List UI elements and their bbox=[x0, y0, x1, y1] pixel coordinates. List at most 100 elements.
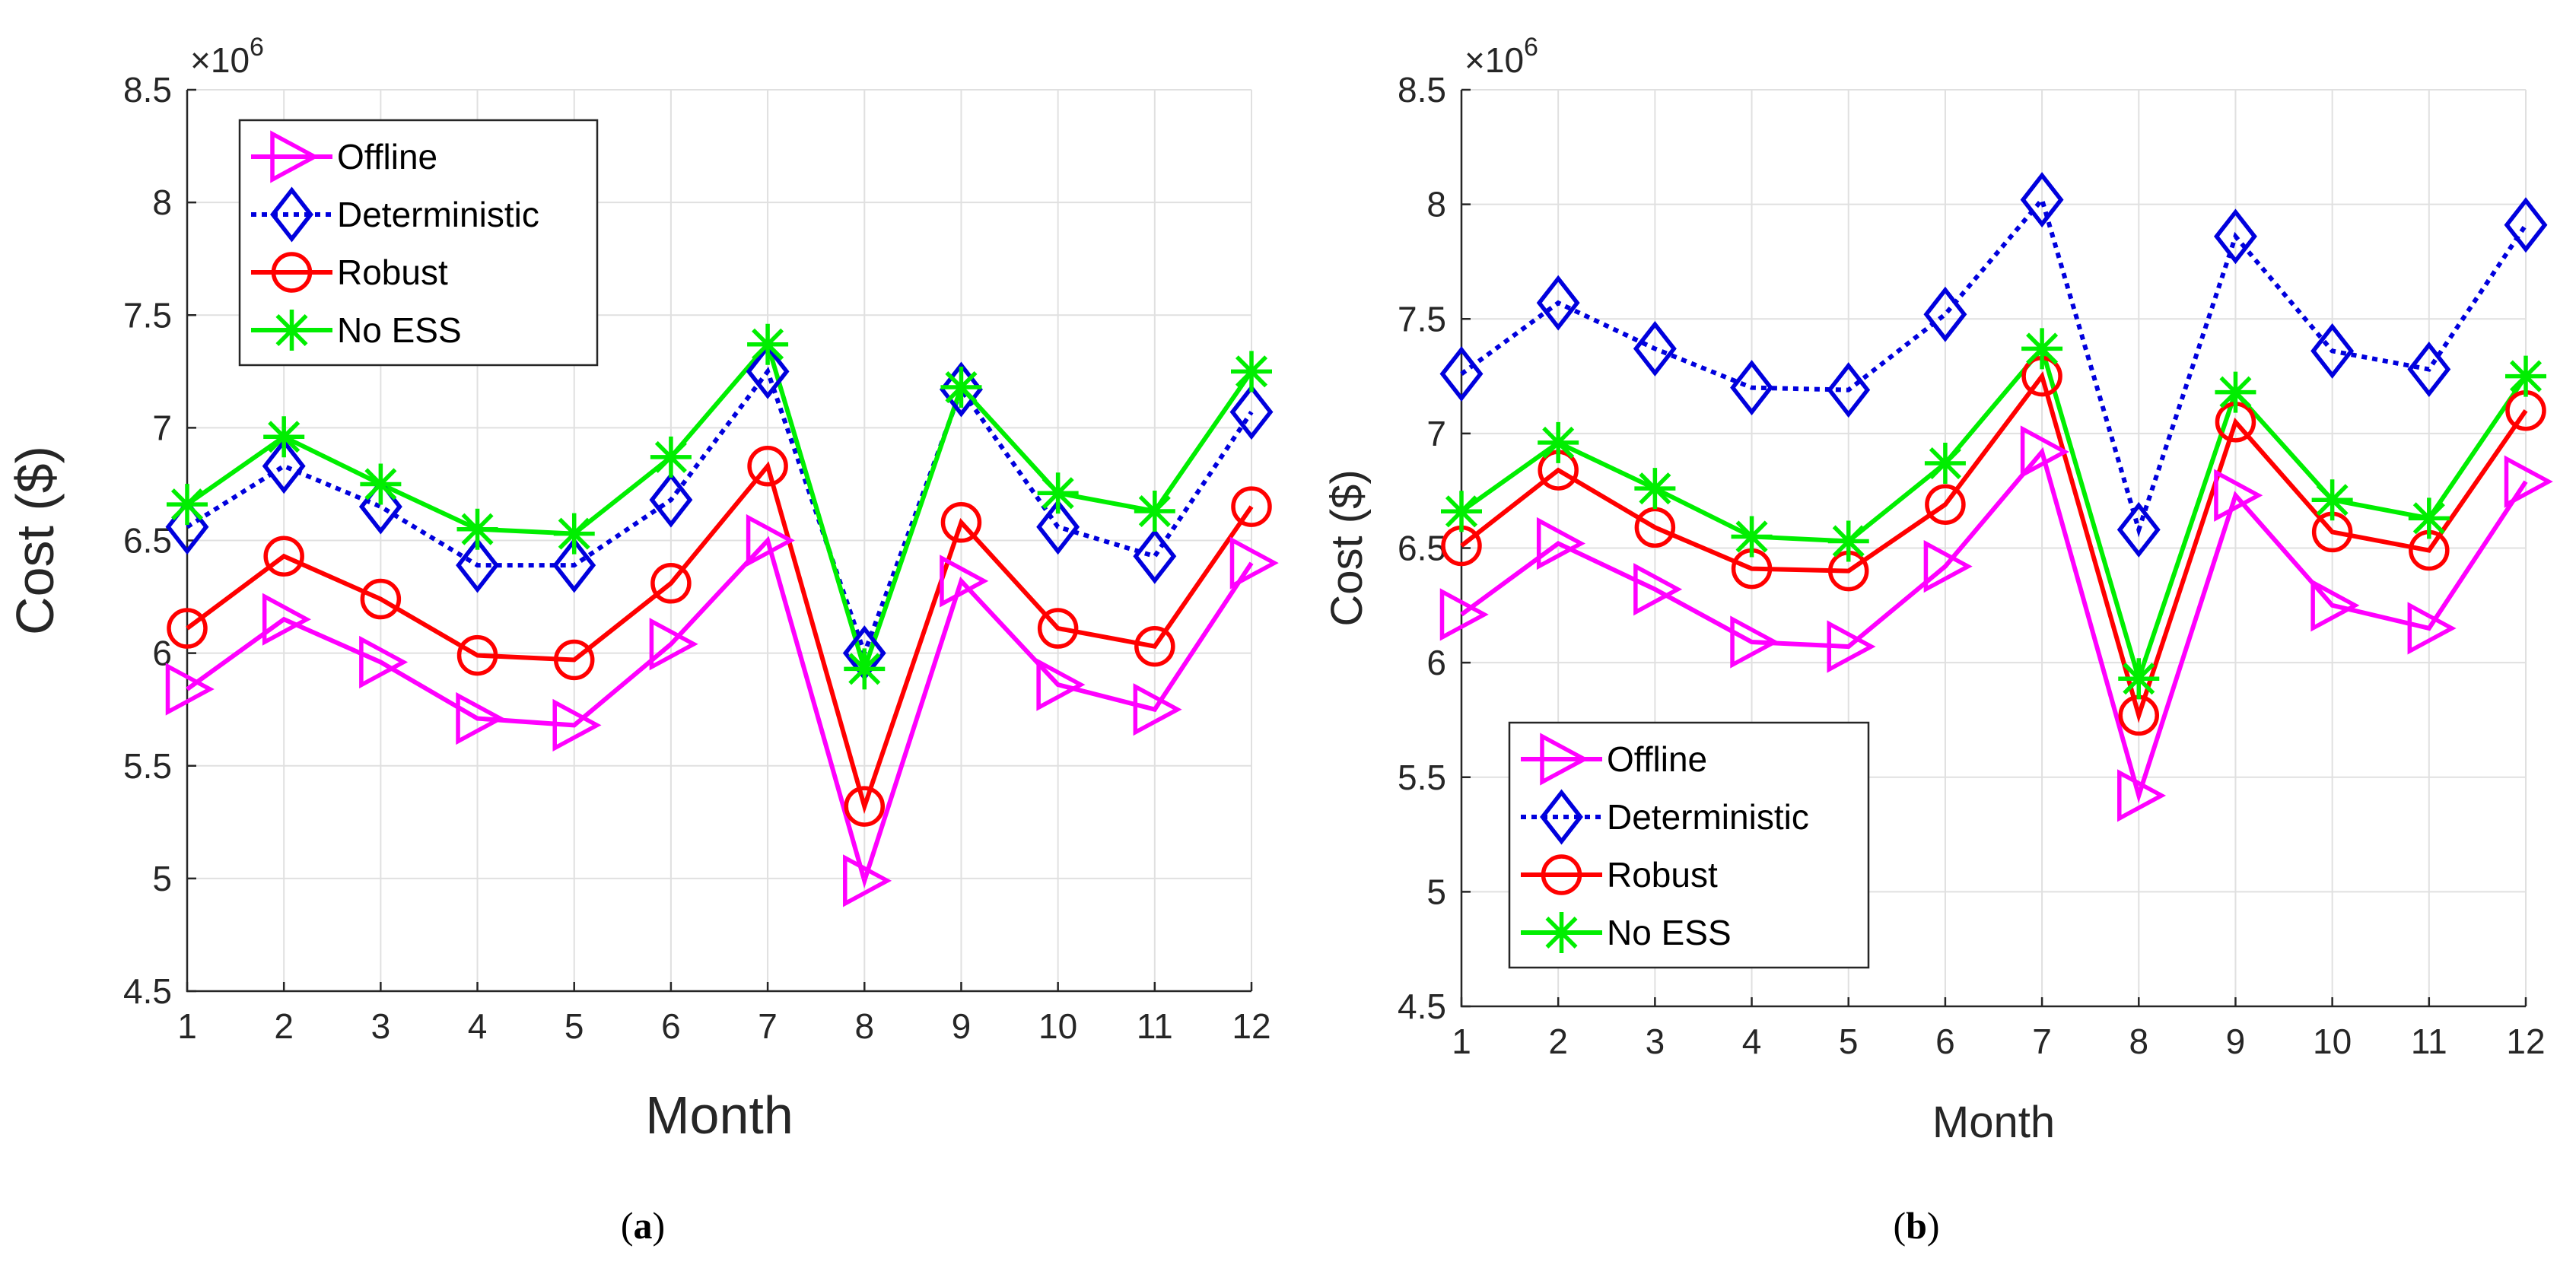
data-point bbox=[1229, 384, 1274, 440]
legend-entry: No ESS bbox=[1521, 912, 1732, 953]
data-point bbox=[1133, 683, 1182, 736]
x-tick-label: 9 bbox=[2226, 1022, 2246, 1061]
data-point bbox=[553, 513, 595, 555]
data-point bbox=[940, 361, 983, 418]
legend-label: Offline bbox=[1607, 739, 1707, 779]
data-point bbox=[844, 786, 886, 827]
data-point bbox=[1730, 360, 1773, 416]
data-point bbox=[2021, 328, 2063, 370]
x-tick-label: 2 bbox=[274, 1006, 294, 1046]
data-point bbox=[649, 618, 698, 671]
data-point bbox=[263, 536, 304, 577]
data-point bbox=[2407, 342, 2451, 397]
x-tick-label: 10 bbox=[1038, 1006, 1077, 1046]
data-point bbox=[844, 648, 886, 690]
y-exponent-label: ×106 bbox=[190, 33, 264, 80]
y-tick-label: 8.5 bbox=[123, 70, 172, 110]
legend-label: Robust bbox=[1607, 855, 1718, 895]
y-tick-label: 6 bbox=[1426, 643, 1446, 682]
data-point bbox=[843, 854, 892, 907]
data-point bbox=[456, 634, 498, 676]
legend-entry: Offline bbox=[251, 130, 437, 183]
data-point bbox=[1036, 499, 1080, 555]
x-tick-label: 3 bbox=[371, 1006, 391, 1046]
legend-entry: Deterministic bbox=[251, 186, 539, 243]
data-point bbox=[1037, 608, 1079, 649]
x-tick-label: 5 bbox=[1839, 1022, 1859, 1061]
data-point bbox=[1536, 275, 1580, 331]
data-point bbox=[360, 463, 402, 505]
data-point bbox=[1633, 320, 1677, 377]
y-axis-label: Cost ($) bbox=[5, 446, 65, 635]
x-tick-label: 6 bbox=[661, 1006, 681, 1046]
data-point bbox=[1441, 491, 1482, 532]
data-point bbox=[2311, 479, 2353, 521]
y-axis-label: Cost ($) bbox=[1322, 469, 1372, 626]
legend-marker bbox=[270, 186, 313, 243]
data-point bbox=[167, 608, 208, 649]
data-point bbox=[746, 343, 790, 399]
markers-deterministic bbox=[165, 343, 1274, 682]
chart-panel-a: 1 2 3 4 5 6 7 8 9 10 11 124.555.566.577.588.5×106Mo… bbox=[5, 33, 1279, 1247]
data-point bbox=[2118, 658, 2160, 700]
data-point bbox=[747, 445, 788, 487]
legend-label: Deterministic bbox=[1607, 797, 1809, 837]
legend-label: No ESS bbox=[337, 310, 462, 350]
data-point bbox=[456, 691, 505, 745]
data-point bbox=[1439, 346, 1484, 402]
data-point bbox=[1439, 588, 1489, 641]
chart-panel-b: 1 2 3 4 5 6 7 8 9 10 11 124.555.566.577.588.5×106Mo… bbox=[1322, 33, 2553, 1247]
data-point bbox=[746, 513, 795, 567]
data-point bbox=[552, 537, 596, 593]
y-tick-label: 6.5 bbox=[1398, 529, 1446, 568]
legend-entry: Offline bbox=[1521, 733, 1707, 786]
legend-marker bbox=[1540, 733, 1589, 786]
data-point bbox=[262, 438, 306, 494]
x-tick-label: 7 bbox=[2032, 1022, 2052, 1061]
data-point bbox=[1827, 520, 1869, 562]
markers-offline bbox=[1439, 425, 2553, 822]
data-point bbox=[1536, 516, 1585, 570]
series-no-ess bbox=[1460, 344, 2528, 687]
x-tick-label: 9 bbox=[952, 1006, 972, 1046]
y-tick-label: 5.5 bbox=[1398, 758, 1446, 797]
data-point bbox=[1134, 625, 1175, 667]
x-tick-label: 11 bbox=[1137, 1006, 1173, 1046]
data-point bbox=[1036, 658, 1086, 711]
markers-robust bbox=[167, 445, 1272, 827]
data-point bbox=[1133, 528, 1177, 584]
data-point bbox=[2020, 425, 2069, 478]
data-point bbox=[2408, 497, 2450, 539]
legend-marker bbox=[271, 252, 313, 293]
data-point bbox=[2214, 208, 2257, 265]
legend-label: Deterministic bbox=[337, 195, 539, 234]
x-tick-label: 3 bbox=[1646, 1022, 1665, 1061]
data-point bbox=[940, 555, 989, 608]
y-tick-label: 7 bbox=[1426, 414, 1446, 453]
legend-marker bbox=[1541, 912, 1582, 953]
data-point bbox=[1231, 486, 1272, 527]
data-point bbox=[1731, 516, 1773, 558]
markers-deterministic bbox=[1439, 172, 2548, 558]
data-point bbox=[2504, 455, 2553, 508]
data-point bbox=[1634, 507, 1676, 548]
y-tick-label: 6.5 bbox=[123, 521, 172, 561]
x-tick-label: 5 bbox=[564, 1006, 584, 1046]
grid bbox=[1461, 89, 2527, 1007]
y-tick-label: 7.5 bbox=[123, 295, 172, 335]
x-tick-label: 12 bbox=[1232, 1006, 1271, 1046]
y-tick-label: 7.5 bbox=[1398, 299, 1446, 338]
legend-label: No ESS bbox=[1607, 913, 1732, 952]
data-point bbox=[940, 502, 982, 543]
series-line bbox=[186, 339, 1254, 677]
data-point bbox=[552, 698, 602, 752]
x-tick-label: 12 bbox=[2506, 1022, 2545, 1061]
x-tick-label: 4 bbox=[1742, 1022, 1762, 1061]
x-tick-label: 7 bbox=[758, 1006, 778, 1046]
legend-marker bbox=[270, 130, 320, 183]
markers-no-ess bbox=[1441, 328, 2546, 700]
series-no-ess bbox=[186, 339, 1254, 677]
y-tick-label: 5.5 bbox=[123, 746, 172, 786]
y-tick-label: 8.5 bbox=[1398, 70, 1446, 110]
data-point bbox=[553, 639, 595, 681]
